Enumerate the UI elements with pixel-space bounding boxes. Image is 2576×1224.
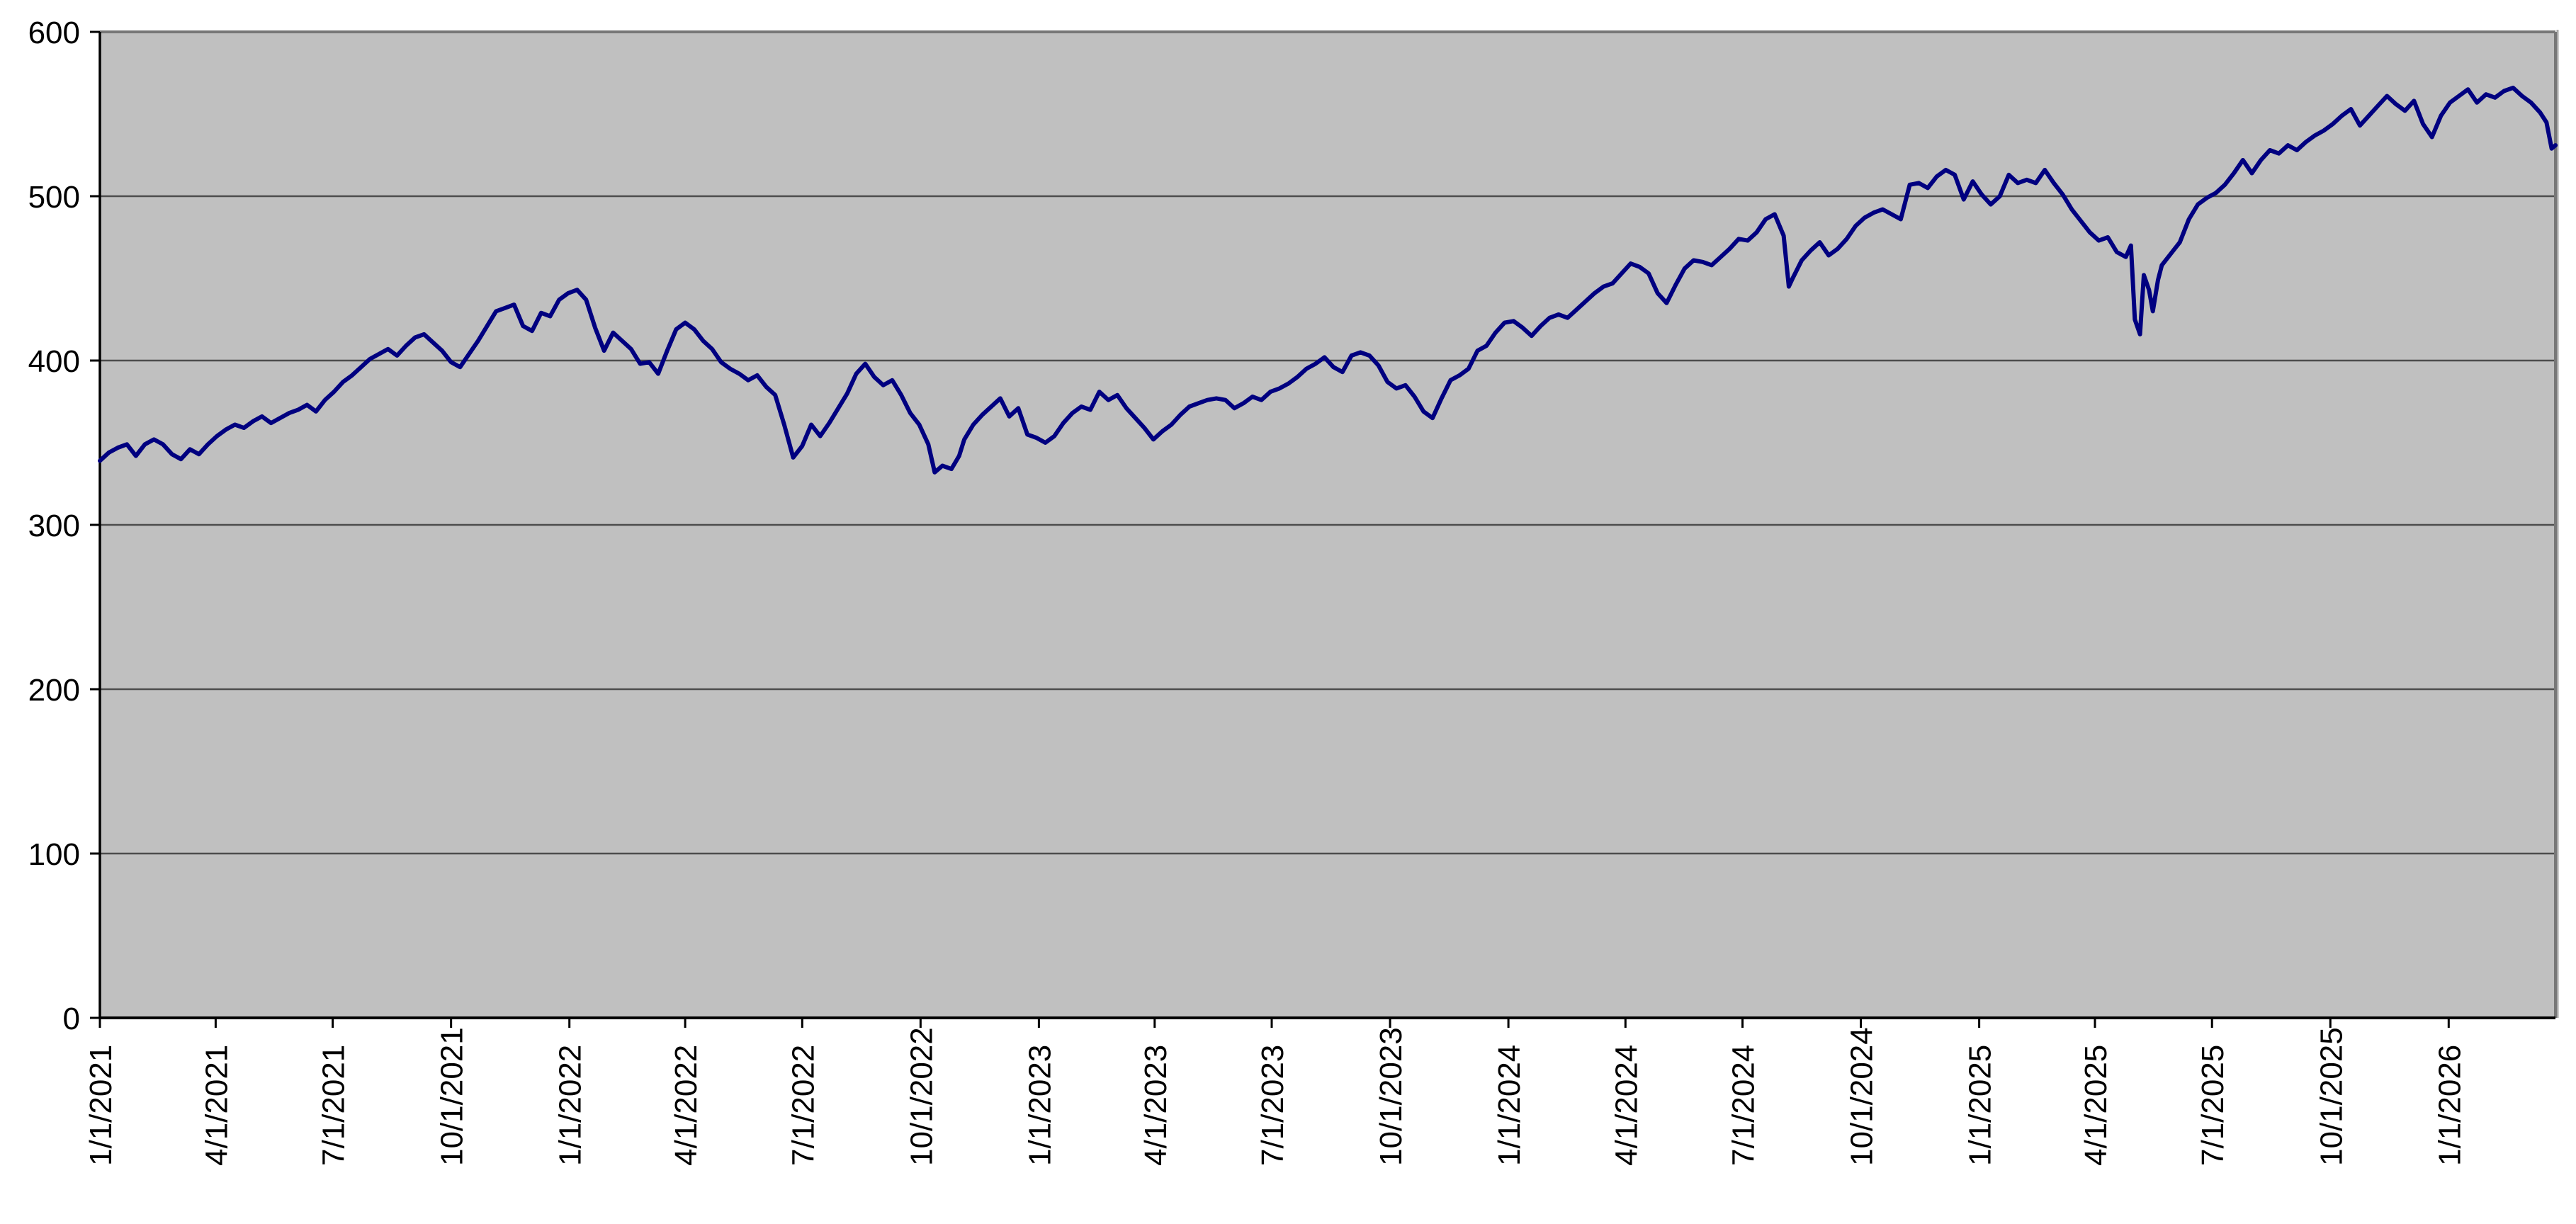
price-line-series (98, 85, 2558, 475)
x-tick-label: 10/1/2021 (435, 1027, 470, 1166)
x-tick-label: 10/1/2024 (1845, 1027, 1880, 1166)
x-tick-label: 10/1/2022 (904, 1027, 939, 1166)
x-tick-label: 4/1/2022 (669, 1045, 704, 1166)
x-tick-label: 1/1/2026 (2432, 1045, 2467, 1166)
x-tick-label: 4/1/2024 (1609, 1045, 1644, 1166)
y-tick-label: 100 (28, 837, 80, 872)
x-tick-label: 1/1/2024 (1492, 1045, 1527, 1166)
x-tick-label: 7/1/2025 (2196, 1045, 2230, 1166)
x-tick-label: 4/1/2021 (199, 1045, 234, 1166)
x-tick-label: 1/1/2023 (1022, 1045, 1057, 1166)
y-tick-label: 300 (28, 509, 80, 543)
x-tick-label: 10/1/2023 (1374, 1027, 1408, 1166)
x-tick-label: 1/1/2022 (553, 1045, 588, 1166)
x-tick-label: 7/1/2024 (1727, 1045, 1761, 1166)
y-tick-label: 0 (63, 1002, 80, 1036)
x-tick-label: 7/1/2022 (786, 1045, 820, 1166)
y-tick-label: 600 (28, 16, 80, 50)
x-tick-label: 1/1/2025 (1963, 1045, 1998, 1166)
x-tick-label: 7/1/2021 (317, 1045, 351, 1166)
y-tick-label: 400 (28, 344, 80, 379)
y-tick-label: 200 (28, 673, 80, 708)
x-tick-label: 10/1/2025 (2314, 1027, 2349, 1166)
y-tick-label: 500 (28, 180, 80, 215)
x-tick-label: 7/1/2023 (1255, 1045, 1290, 1166)
x-tick-label: 1/1/2021 (84, 1045, 118, 1166)
x-tick-label: 4/1/2023 (1139, 1045, 1173, 1166)
x-tick-label: 4/1/2025 (2079, 1045, 2113, 1166)
